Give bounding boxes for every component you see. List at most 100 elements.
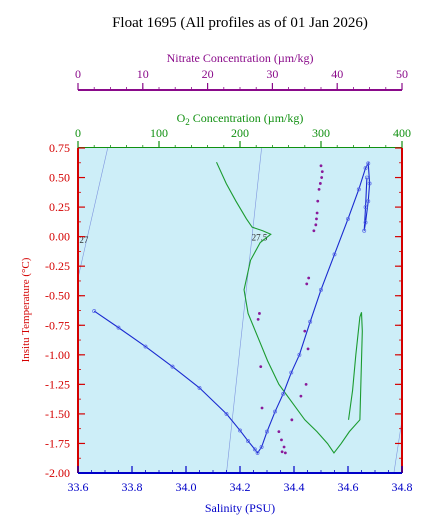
plot-background: [78, 148, 402, 473]
salinity-point: [297, 352, 302, 357]
salinity-point: [255, 450, 260, 455]
salinity-tick-label: 34.4: [284, 480, 305, 494]
isopycnal-label: 27: [79, 235, 89, 245]
nitrate-point: [319, 164, 323, 168]
salinity-point: [143, 344, 148, 349]
nitrate-point: [318, 182, 322, 185]
temperature-tick-label: -1.00: [45, 348, 70, 362]
oxygen-axis-label-sub: 2: [185, 117, 190, 127]
nitrate-tick-label: 0: [75, 67, 81, 81]
salinity-point: [238, 428, 242, 433]
nitrate-tick-label: 20: [202, 67, 214, 81]
nitrate-point: [306, 347, 310, 351]
oxygen-axis-label: O2 Concentration (µm/kg): [177, 111, 304, 127]
salinity-point: [92, 309, 97, 314]
temperature-tick-label: -1.75: [45, 436, 70, 450]
nitrate-point: [305, 282, 309, 286]
salinity-profile-line: [93, 161, 371, 454]
nitrate-point: [303, 329, 307, 333]
nitrate-tick-label: 30: [266, 67, 278, 81]
nitrate-point: [304, 382, 308, 386]
nitrate-tick-label: 10: [137, 67, 149, 81]
temperature-axis-label: Insitu Temperature (°C): [20, 257, 32, 362]
salinity-tick-label: 33.8: [122, 480, 143, 494]
nitrate-axis-label: Nitrate Concentration (µm/kg): [167, 51, 314, 65]
nitrate-point: [280, 438, 283, 442]
salinity-point: [366, 161, 371, 166]
salinity-point: [367, 181, 372, 186]
oxygen-tick-label: 200: [231, 126, 249, 140]
salinity-point: [116, 325, 121, 330]
temperature-tick-label: 0.00: [49, 230, 70, 244]
salinity-point: [364, 175, 369, 180]
temperature-tick-label: -0.50: [45, 289, 70, 303]
salinity-tick-label: 34.2: [230, 480, 251, 494]
salinity-point: [319, 287, 323, 292]
oxygen-tick-label: 0: [75, 126, 81, 140]
nitrate-point: [259, 365, 263, 369]
nitrate-point: [258, 312, 261, 315]
salinity-point: [289, 370, 294, 375]
nitrate-point: [260, 406, 264, 410]
nitrate-point: [314, 223, 318, 227]
salinity-tick-label: 34.8: [392, 480, 413, 494]
temperature-tick-label: 0.50: [49, 171, 70, 185]
salinity-point: [366, 199, 371, 204]
temperature-tick-label: -0.75: [45, 318, 70, 332]
isopycnal-label: 27.5: [252, 233, 268, 243]
temperature-tick-label: -1.25: [45, 377, 70, 391]
salinity-tick-label: 34.6: [338, 480, 359, 494]
temperature-tick-label: 0.25: [49, 200, 70, 214]
salinity-point: [252, 447, 257, 452]
plot-content: 27 27.5: [78, 148, 402, 473]
oxygen-tick-label: 400: [393, 126, 411, 140]
nitrate-point: [317, 187, 321, 191]
oxygen-axis: O2 Concentration (µm/kg) 0 100 200 300 400: [75, 111, 411, 149]
nitrate-point: [280, 450, 284, 454]
salinity-point: [259, 445, 264, 449]
chart-title: Float 1695 (All profiles as of 01 Jan 20…: [112, 15, 368, 31]
temperature-axis-right: [395, 147, 403, 474]
nitrate-tick-label: 50: [396, 67, 408, 81]
isopycnal-line: [78, 148, 108, 279]
nitrate-point: [315, 211, 319, 215]
salinity-point: [170, 364, 175, 369]
salinity-point: [363, 220, 368, 225]
nitrate-point: [320, 170, 324, 174]
salinity-point: [308, 319, 313, 324]
nitrate-point: [256, 317, 260, 321]
temperature-tick-label: -1.50: [45, 407, 70, 421]
temperature-tick-label: 0.75: [49, 141, 70, 155]
salinity-point: [265, 429, 269, 434]
salinity-axis-label: Salinity (PSU): [205, 501, 275, 515]
temperature-tick-label: -0.25: [45, 259, 70, 273]
salinity-point: [273, 409, 278, 414]
oxygen-tick-label: 100: [150, 126, 168, 140]
nitrate-point: [290, 418, 294, 422]
oxygen-axis-label-main: O: [177, 111, 186, 125]
salinity-point: [224, 411, 229, 416]
nitrate-point: [307, 276, 311, 280]
salinity-axis: Salinity (PSU) 33.6 33.8 34.0 34.2 34.4 34.6 3…: [68, 466, 413, 515]
salinity-series: [92, 161, 372, 455]
salinity-tick-label: 34.0: [176, 480, 197, 494]
salinity-point: [356, 187, 361, 192]
salinity-point: [281, 391, 286, 396]
nitrate-point: [299, 394, 303, 398]
nitrate-point: [315, 217, 318, 221]
nitrate-point: [312, 229, 316, 233]
oxygen-series: [216, 161, 363, 454]
nitrate-series: [256, 164, 324, 455]
salinity-tick-label: 33.6: [68, 480, 89, 494]
temperature-tick-label: -2.00: [45, 466, 70, 480]
temperature-axis: Insitu Temperature (°C) 0.75 0.50 0.25 0.00…: [20, 141, 85, 480]
oxygen-axis-label-rest: Concentration (µm/kg): [190, 111, 304, 125]
oxygen-profile-line: [216, 161, 363, 454]
nitrate-point: [282, 445, 286, 449]
nitrate-axis: Nitrate Concentration (µm/kg) 0 10 20 30 40 5…: [75, 51, 408, 91]
nitrate-tick-label: 40: [331, 67, 343, 81]
salinity-point: [197, 385, 202, 390]
nitrate-point: [316, 199, 320, 203]
nitrate-point: [320, 176, 324, 179]
